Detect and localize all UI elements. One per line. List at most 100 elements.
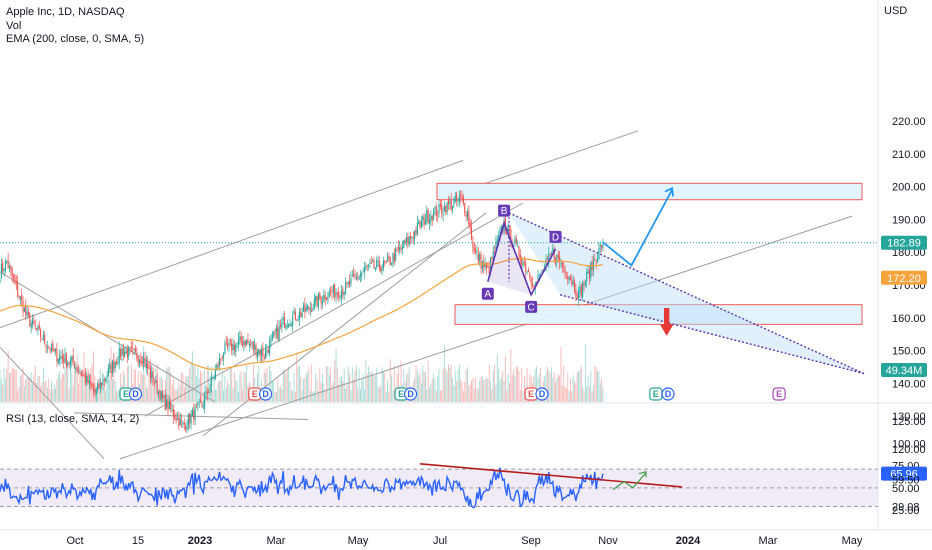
candle-body	[79, 372, 81, 374]
candle-body	[503, 219, 505, 233]
candle-body	[472, 241, 474, 249]
candle-body	[193, 410, 195, 421]
dividend-label: D	[665, 389, 672, 399]
volume-bar	[453, 385, 455, 402]
candle-body	[446, 201, 448, 212]
candle-body	[427, 210, 429, 223]
volume-bar	[599, 382, 601, 402]
candle-body	[117, 362, 119, 364]
volume-bar	[220, 380, 222, 402]
volume-bar	[252, 364, 254, 402]
volume-bar	[155, 368, 157, 402]
volume-bar	[133, 368, 135, 402]
volume-bar	[366, 373, 368, 402]
volume-bar	[217, 381, 219, 402]
volume-bar	[494, 364, 496, 402]
volume-bar	[473, 388, 475, 402]
volume-bar	[492, 370, 494, 402]
price-tick-label: 140.00	[892, 378, 926, 390]
candle-body	[40, 329, 42, 338]
volume-bar	[548, 369, 550, 402]
candle-body	[363, 266, 366, 273]
candle-body	[105, 378, 107, 381]
volume-bar	[189, 368, 191, 402]
candle-body	[265, 349, 267, 359]
volume-bar	[19, 375, 21, 402]
candle-body	[302, 305, 305, 312]
time-tick-label: Mar	[267, 535, 286, 547]
volume-bar	[116, 390, 117, 402]
volume-bar	[152, 373, 154, 402]
volume-bar	[496, 354, 498, 402]
symbol-legend[interactable]: Apple Inc, 1D, NASDAQ	[6, 6, 125, 18]
volume-bar	[536, 366, 538, 402]
volume-bar	[59, 370, 61, 402]
volume-bar	[597, 371, 599, 402]
volume-bar	[51, 380, 52, 402]
price-axis[interactable]: 220.00210.00200.00190.00180.00170.00160.…	[892, 116, 926, 517]
candle-body	[122, 348, 124, 356]
rsi-sma-value: 59.50	[892, 474, 920, 486]
last-price-tag-bg	[881, 235, 927, 250]
rsi-legend[interactable]: RSI (13, close, SMA, 14, 2)	[6, 413, 140, 425]
candle-body	[359, 273, 361, 278]
candle-body	[568, 277, 570, 281]
volume-bar	[30, 372, 32, 402]
volume-bar	[507, 373, 509, 402]
rsi-pane	[0, 462, 878, 509]
candle-body	[419, 221, 421, 228]
volume-bar	[498, 368, 500, 402]
volume-bar	[392, 391, 394, 402]
candle-body	[22, 300, 24, 313]
volume-bar	[362, 373, 364, 402]
time-tick-label: 15	[132, 535, 144, 547]
vol-legend[interactable]: Vol	[6, 20, 22, 32]
candle-body	[120, 349, 122, 357]
candle-body	[228, 342, 230, 346]
candle-body	[99, 381, 101, 391]
ema-tag-bg	[881, 270, 927, 285]
descending-channel-lower	[0, 346, 105, 460]
candle-body	[59, 355, 61, 361]
candle-body	[397, 247, 399, 250]
volume-bar	[387, 380, 388, 402]
volume-bar	[491, 389, 493, 402]
time-tick-label: Sep	[521, 535, 541, 547]
volume-bar	[70, 368, 71, 402]
candle-body	[335, 292, 337, 297]
volume-bar	[446, 371, 448, 402]
candle-body	[422, 216, 424, 220]
candle-body	[65, 354, 67, 366]
volume-bar	[191, 351, 193, 402]
volume-bar	[193, 365, 195, 402]
volume-bar	[380, 385, 382, 402]
volume-bar	[443, 345, 445, 402]
volume-bar	[277, 378, 279, 402]
candle-body	[288, 324, 290, 328]
currency-label[interactable]: USD	[884, 5, 908, 17]
candle-body	[405, 237, 408, 243]
candle-body	[435, 207, 437, 217]
candle-body	[319, 293, 321, 300]
volume-bar	[240, 371, 242, 402]
candle-body	[382, 260, 385, 268]
pattern-label-d: D	[552, 232, 559, 243]
ema-legend[interactable]: EMA (200, close, 0, SMA, 5)	[6, 33, 145, 45]
volume-bar	[232, 387, 234, 402]
volume-bar	[373, 374, 375, 402]
candle-body	[55, 349, 57, 352]
volume-bar	[317, 390, 319, 402]
candle-body	[281, 322, 283, 328]
candle-body	[91, 383, 93, 388]
volume-bar	[44, 381, 46, 402]
volume-bar	[383, 371, 384, 402]
candle-body	[458, 196, 460, 202]
volume-bar	[13, 368, 14, 402]
candle-body	[162, 391, 164, 398]
time-axis[interactable]: Oct 15 2023 Mar May Jul Sep Nov 2024 Mar May	[66, 535, 862, 547]
candle-body	[44, 334, 46, 344]
candle-body	[189, 413, 191, 424]
volume-bar	[521, 368, 523, 402]
